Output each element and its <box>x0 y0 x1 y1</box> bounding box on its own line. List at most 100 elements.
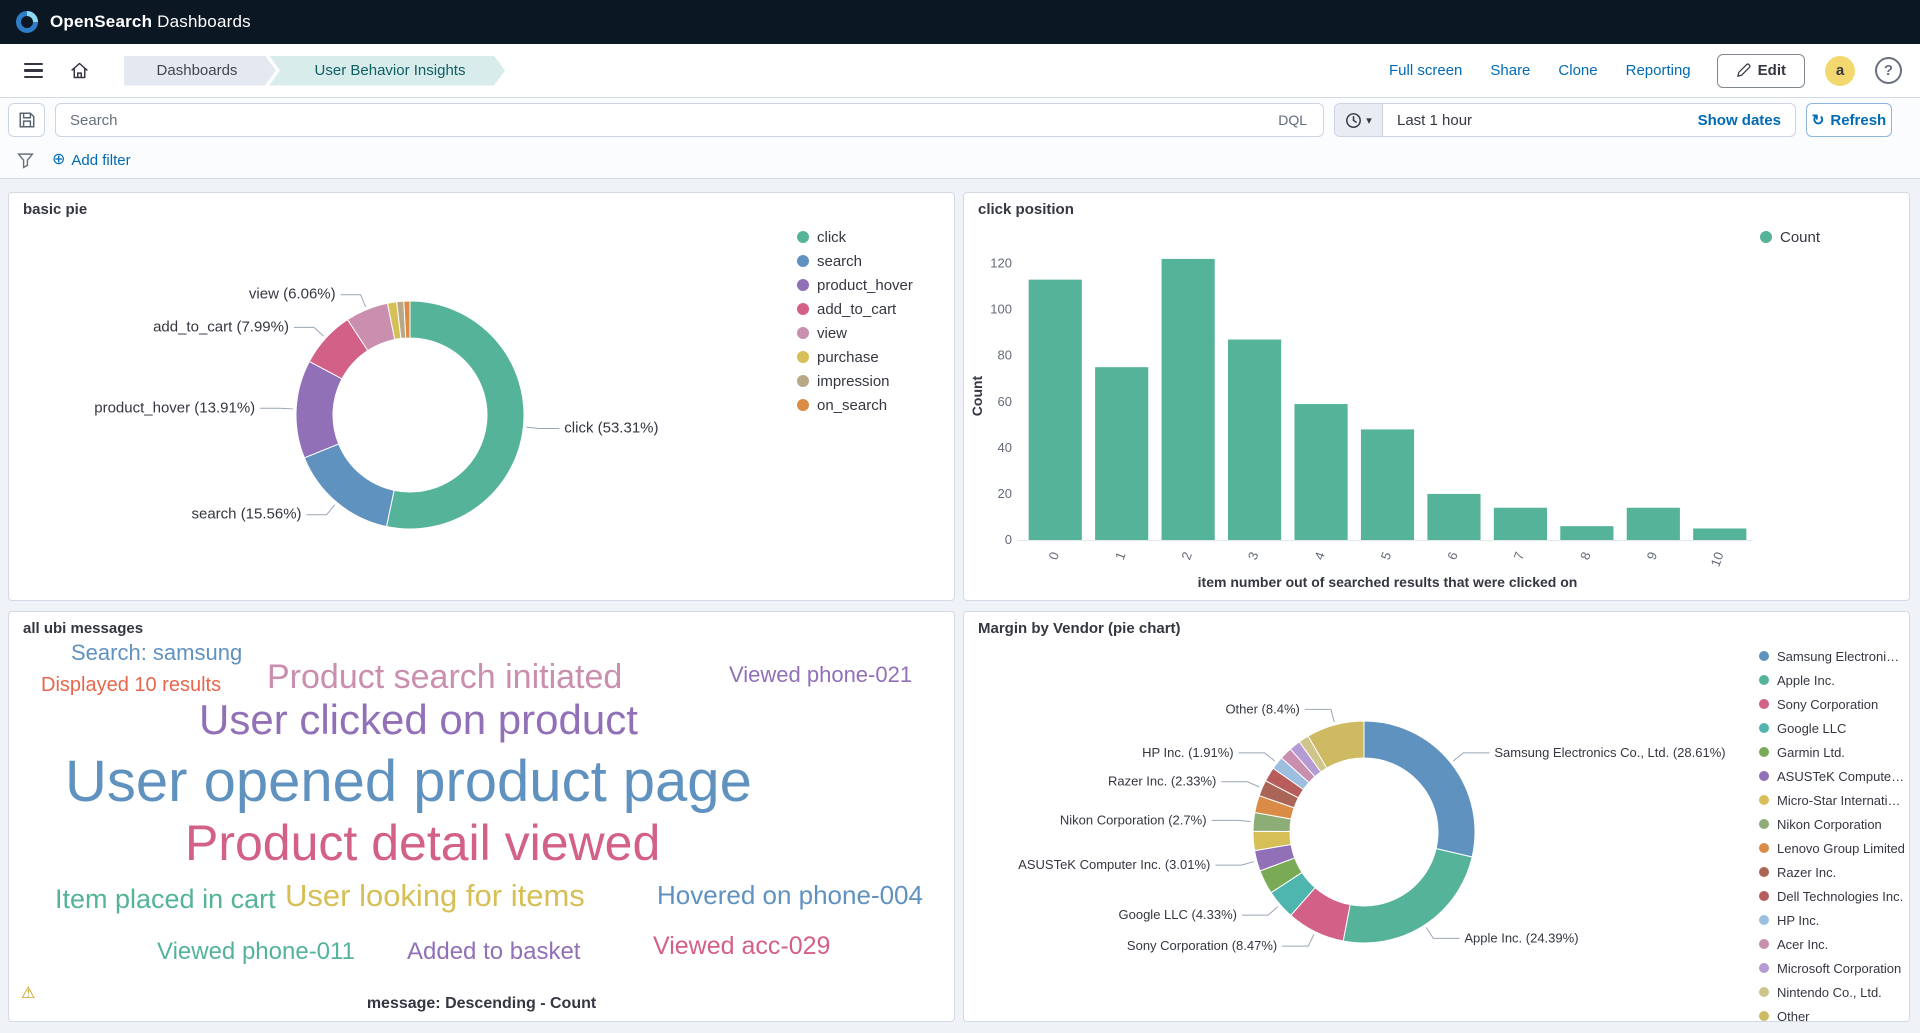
legend-item[interactable]: Nikon Corporation <box>1759 816 1905 832</box>
legend-swatch <box>1759 843 1769 853</box>
bar[interactable] <box>1360 429 1415 540</box>
pie-label-line <box>340 294 367 307</box>
tag-cloud-word[interactable]: User looking for items <box>285 878 585 913</box>
legend-item[interactable]: impression <box>797 372 913 390</box>
legend-item[interactable]: click <box>797 229 913 246</box>
tag-cloud-word[interactable]: Added to basket <box>407 938 581 965</box>
bar[interactable] <box>1161 258 1215 540</box>
bar[interactable] <box>1427 493 1481 540</box>
refresh-button[interactable]: ↻ Refresh <box>1806 103 1892 137</box>
legend-item[interactable]: search <box>797 253 913 270</box>
legend-item[interactable]: Lenovo Group Limited <box>1759 840 1905 856</box>
breadcrumb-current[interactable]: User Behavior Insights <box>269 56 505 86</box>
x-tick-label: 10 <box>1708 550 1727 569</box>
tag-cloud-axis-label: message: Descending - Count <box>366 995 597 1012</box>
pie-slice[interactable] <box>385 300 525 530</box>
bar[interactable] <box>1294 404 1348 540</box>
help-icon[interactable]: ? <box>1875 57 1902 84</box>
x-tick-label: 6 <box>1444 550 1461 562</box>
legend-item[interactable]: Razer Inc. <box>1759 864 1905 880</box>
tag-cloud-word[interactable]: Search: samsung <box>71 640 243 665</box>
legend-item[interactable]: on_search <box>797 397 913 414</box>
bar[interactable] <box>1693 528 1747 540</box>
legend-label: Apple Inc. <box>1777 672 1835 688</box>
legend-item[interactable]: Garmin Ltd. <box>1759 744 1905 760</box>
pie-label-line <box>1282 934 1315 947</box>
full-screen-button[interactable]: Full screen <box>1389 62 1463 79</box>
x-tick-label: 3 <box>1245 550 1262 562</box>
time-quick-select-button[interactable]: ▾ <box>1335 104 1383 136</box>
bar[interactable] <box>1493 507 1547 540</box>
legend-item[interactable]: purchase <box>797 349 913 366</box>
legend-item[interactable]: Acer Inc. <box>1759 936 1905 952</box>
pie-slice[interactable] <box>1307 720 1365 769</box>
click-position-bar-chart: 0 20 40 60 80 100 120 0 1 2 3 4 5 6 7 8 9 10 Count item num… <box>969 256 1753 590</box>
legend-item[interactable]: Count <box>1760 229 1820 246</box>
pie-slice[interactable] <box>303 443 395 528</box>
legend-item[interactable]: Apple Inc. <box>1759 672 1905 688</box>
app-title: OpenSearch Dashboards <box>50 12 251 31</box>
avatar[interactable]: a <box>1825 55 1855 86</box>
legend-item[interactable]: Nintendo Co., Ltd. <box>1759 984 1905 1000</box>
query-language-button[interactable]: DQL <box>1268 112 1317 128</box>
pie-slice[interactable] <box>1363 720 1476 858</box>
legend-item[interactable]: Sony Corporation <box>1759 696 1905 712</box>
panel-title-margin-by-vendor[interactable]: Margin by Vendor (pie chart) <box>978 620 1181 637</box>
clone-button[interactable]: Clone <box>1558 62 1598 79</box>
legend-item[interactable]: Other <box>1759 1008 1905 1021</box>
circle-plus-icon: ⊕ <box>52 151 66 168</box>
add-filter-button[interactable]: ⊕ Add filter <box>52 152 131 169</box>
tag-cloud-word[interactable]: Viewed acc-029 <box>653 932 831 960</box>
tag-cloud-word[interactable]: Viewed phone-021 <box>729 662 913 687</box>
legend-item[interactable]: Micro-Star International <box>1759 792 1905 808</box>
reporting-button[interactable]: Reporting <box>1625 62 1691 79</box>
bar[interactable] <box>1028 279 1082 540</box>
basic-pie-chart: click (53.31%) search (15.56%) product_hov… <box>94 286 659 530</box>
bar-chart-legend: Count <box>1760 229 1820 246</box>
legend-item[interactable]: Dell Technologies Inc. <box>1759 888 1905 904</box>
warning-icon[interactable]: ⚠ <box>21 985 36 1002</box>
opensearch-logo[interactable]: OpenSearch Dashboards <box>14 9 251 35</box>
tag-cloud-word[interactable]: Product detail viewed <box>185 815 661 871</box>
search-input[interactable] <box>68 110 1269 130</box>
pie-slice[interactable] <box>403 300 411 339</box>
breadcrumb-dashboards[interactable]: Dashboards <box>124 56 276 86</box>
legend-item[interactable]: Google LLC <box>1759 720 1905 736</box>
legend-item[interactable]: Samsung Electronics Co., Ltd. <box>1759 648 1905 664</box>
home-button[interactable] <box>63 54 96 87</box>
pie-slice-label: ASUSTeK Computer Inc. (3.01%) <box>1018 857 1210 872</box>
legend-item[interactable]: product_hover <box>797 277 913 294</box>
panel-title-click-position[interactable]: click position <box>978 201 1074 218</box>
panel-title-basic-pie[interactable]: basic pie <box>23 201 88 218</box>
opensearch-logo-icon <box>16 11 38 33</box>
pie-slice[interactable] <box>295 360 343 459</box>
bar[interactable] <box>1626 507 1680 540</box>
bar[interactable] <box>1560 526 1614 540</box>
tag-cloud-word[interactable]: User clicked on product <box>199 696 638 743</box>
legend-item[interactable]: Microsoft Corporation <box>1759 960 1905 976</box>
legend-item[interactable]: view <box>797 325 913 342</box>
breadcrumb-label: Dashboards <box>156 62 238 79</box>
tag-cloud-word[interactable]: Displayed 10 results <box>41 674 222 696</box>
panel-title-all-ubi-messages[interactable]: all ubi messages <box>23 620 144 637</box>
menu-button[interactable] <box>18 57 49 84</box>
y-tick-label: 40 <box>998 440 1012 455</box>
legend-label: Google LLC <box>1777 720 1847 736</box>
legend-item[interactable]: ASUSTeK Computer Inc. <box>1759 768 1905 784</box>
time-range-value[interactable]: Last 1 hour <box>1397 111 1473 129</box>
tag-cloud-word[interactable]: Hovered on phone-004 <box>657 880 923 910</box>
tag-cloud-word[interactable]: Viewed phone-011 <box>157 938 355 965</box>
pie-slice[interactable] <box>1342 848 1473 944</box>
edit-button[interactable]: Edit <box>1716 53 1805 88</box>
show-dates-button[interactable]: Show dates <box>1684 112 1795 129</box>
legend-item[interactable]: add_to_cart <box>797 301 913 318</box>
bar[interactable] <box>1095 367 1149 540</box>
bar[interactable] <box>1228 339 1282 540</box>
legend-item[interactable]: HP Inc. <box>1759 912 1905 928</box>
tag-cloud-word[interactable]: Product search initiated <box>267 658 623 696</box>
saved-query-button[interactable] <box>8 103 45 137</box>
tag-cloud-word[interactable]: User opened product page <box>65 749 752 814</box>
legend-label: impression <box>817 372 890 390</box>
share-button[interactable]: Share <box>1490 62 1531 79</box>
tag-cloud-word[interactable]: Item placed in cart <box>55 884 276 914</box>
